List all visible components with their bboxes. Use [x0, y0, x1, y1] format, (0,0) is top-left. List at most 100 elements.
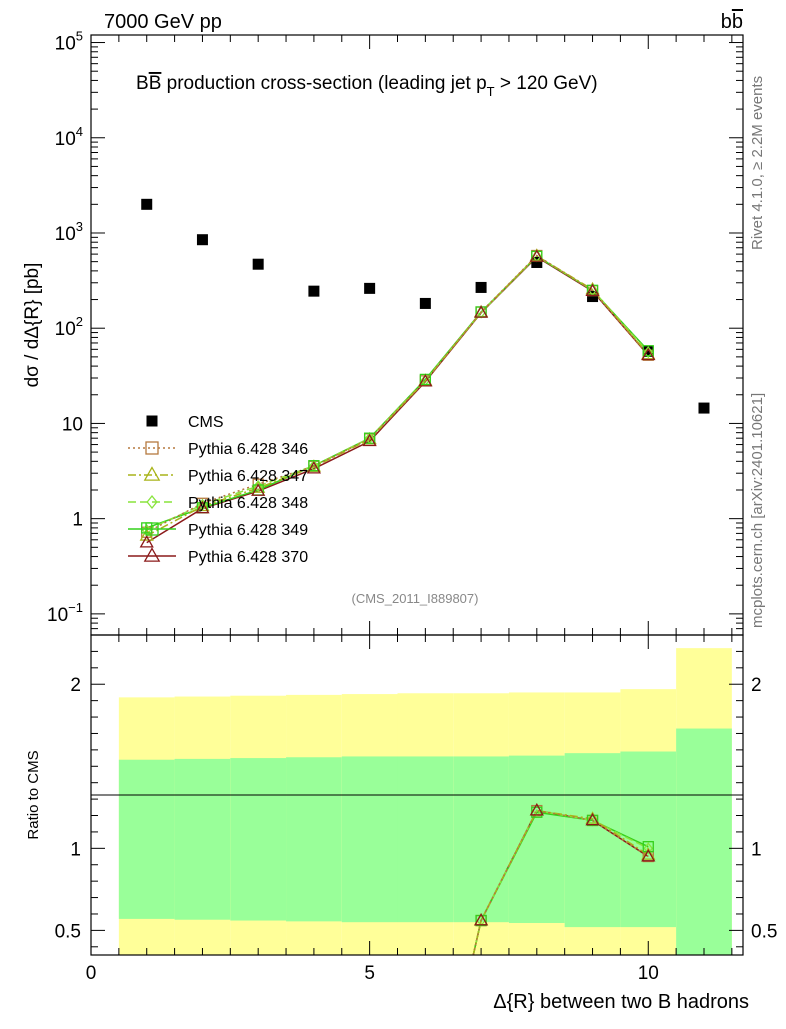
main-ytick-label: 1 [72, 510, 83, 531]
main-point [363, 432, 376, 444]
main-point [642, 345, 654, 357]
main-point [195, 500, 210, 514]
ratio-ytick-label-right: 2 [751, 675, 762, 696]
main-ytick-exp: 3 [76, 219, 83, 234]
ratio-band-inner [564, 753, 621, 928]
rivet-version-label: Rivet 4.1.0, ≥ 2.2M events [749, 76, 766, 250]
ratio-band-inner [397, 756, 454, 923]
mcplots-label: mcplots.cern.ch [arXiv:2401.10621] [749, 393, 766, 628]
main-point [139, 535, 154, 548]
ratio-band-inner [230, 758, 287, 921]
main-point [196, 234, 208, 246]
main-ytick-base: 10 [55, 319, 76, 340]
ratio-band-inner [453, 756, 509, 923]
main-ytick-base: 10 [62, 414, 83, 435]
energy-label: 7000 GeV pp [104, 11, 222, 33]
process-b: b [721, 11, 732, 33]
legend-label: Pythia 6.428 347 [188, 468, 308, 485]
legend-marker [143, 466, 161, 481]
title-rest: production cross-section (leading jet p [161, 73, 486, 94]
main-series-line [146, 255, 649, 529]
ratio-point [641, 848, 656, 862]
main-frame [90, 34, 744, 636]
ratio-band-inner [286, 757, 342, 922]
main-ytick-base: 10 [55, 129, 76, 150]
main-ytick-base: 1 [72, 510, 83, 531]
ratio-series-line [472, 809, 649, 955]
title-b1: B [136, 73, 149, 94]
main-point [587, 291, 599, 303]
legend: CMS Pythia 6.428 346 Pythia 6.428 347 Pythi… [128, 414, 308, 566]
title-sub: T [487, 84, 495, 99]
process-label: bb [721, 11, 743, 33]
ratio-point [585, 811, 600, 824]
ratio-ytick-label-left: 1 [70, 839, 81, 860]
main-point [252, 258, 264, 270]
main-ytick-exp: −1 [68, 600, 83, 615]
main-point [698, 402, 710, 414]
main-title: BB production cross-section (leading jet… [136, 73, 598, 99]
ratio-series-line [472, 809, 649, 955]
main-point [473, 305, 489, 318]
ratio-band-inner [118, 759, 175, 919]
xaxis-label: Δ{R} between two B hadrons [493, 991, 749, 1013]
main-point [252, 478, 264, 490]
main-point [362, 433, 377, 447]
main-point [364, 282, 376, 294]
legend-marker [145, 441, 159, 455]
main-ytick-exp: 2 [76, 314, 83, 329]
ratio-band-inner [676, 728, 732, 955]
main-point [585, 283, 600, 297]
main-series-line [146, 255, 649, 531]
legend-marker [145, 522, 159, 536]
main-ytick-label: 10 [62, 414, 83, 435]
ratio-point [473, 912, 489, 926]
main-ytick-base: 10 [47, 605, 68, 626]
main-ylabel: dσ / dΔ{R} [pb] [22, 263, 43, 388]
main-point [308, 460, 320, 472]
legend-label: Pythia 6.428 370 [188, 549, 308, 566]
ratio-point [642, 841, 654, 853]
ratio-ytick-label-right: 1 [751, 839, 762, 860]
ratio-point [529, 803, 544, 816]
legend-marker [146, 415, 158, 427]
main-point [642, 345, 654, 357]
ratio-ylabel: Ratio to CMS [25, 750, 42, 839]
legend-marker [146, 494, 158, 510]
main-point [419, 297, 431, 309]
main-point [529, 249, 544, 262]
main-ytick-label: 105 [55, 29, 83, 55]
ratio-series [472, 803, 656, 955]
main-point [643, 346, 654, 359]
ratio-band-inner [341, 756, 398, 923]
main-series-line [146, 254, 649, 537]
xtick-label: 0 [86, 963, 97, 984]
main-point [418, 374, 433, 387]
legend-label: CMS [188, 414, 224, 431]
main-point [420, 374, 431, 387]
ratio-axis-ticks: 0.5 0.5 1 1 2 2 0 5 10 [55, 635, 777, 984]
main-ytick-label: 10−1 [47, 600, 83, 626]
analysis-tag: (CMS_2011_I889807) [352, 591, 479, 606]
ratio-ytick-label-left: 0.5 [55, 921, 81, 942]
xtick-label: 10 [638, 963, 659, 984]
main-series-line [146, 254, 649, 533]
main-ytick-exp: 4 [76, 124, 83, 139]
legend-marker [143, 547, 161, 562]
title-b2: B [149, 73, 162, 94]
main-point [141, 198, 153, 210]
main-point [531, 256, 543, 268]
main-point [641, 347, 656, 361]
ratio-point [641, 847, 656, 860]
main-series [139, 198, 710, 548]
process-bbar: b [732, 11, 743, 33]
ratio-bands [118, 648, 732, 955]
main-ytick-base: 10 [55, 34, 76, 55]
legend-label: Pythia 6.428 349 [188, 522, 308, 539]
main-ytick-exp: 5 [76, 29, 83, 44]
title-tail: > 120 GeV) [495, 73, 598, 94]
ratio-band-inner [508, 755, 565, 923]
ratio-panel: 0.5 0.5 1 1 2 2 0 5 10 Ratio to CMS Δ{R} between… [25, 634, 777, 1013]
